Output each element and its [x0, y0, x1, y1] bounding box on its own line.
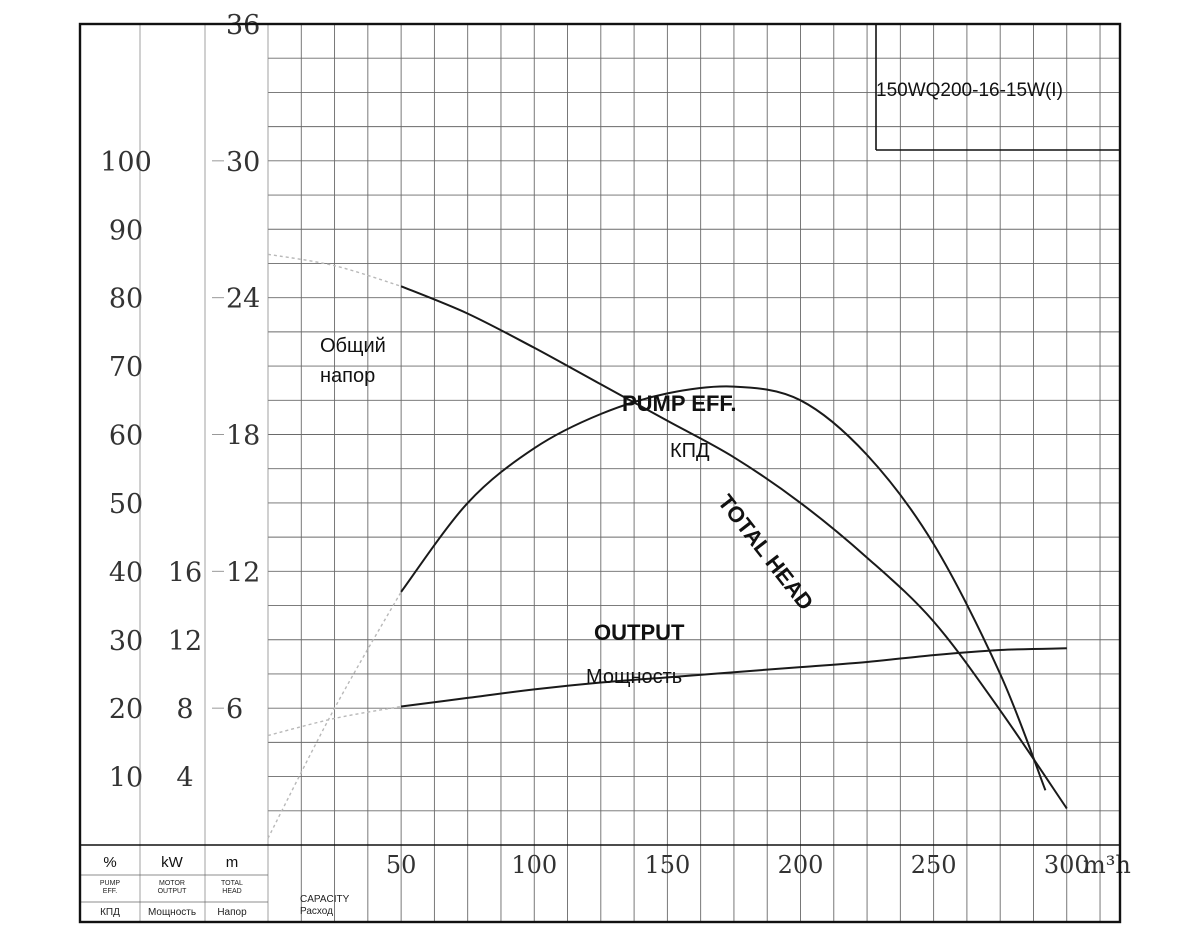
series-line-dashed — [267, 705, 402, 737]
axis-name-en: MOTOR — [159, 880, 185, 887]
x-tick-label: 250 — [911, 851, 957, 879]
x-tick-label: 50 — [386, 851, 417, 879]
series-line-dashed — [267, 591, 402, 839]
head-tick-label: 12 — [226, 557, 260, 588]
series-label-ru: напор — [320, 365, 375, 387]
eff-tick-label: 10 — [109, 763, 143, 794]
axis-name-en: EFF. — [103, 888, 117, 895]
axis-name-ru: Мощность — [148, 907, 196, 918]
eff-tick-label: 20 — [109, 694, 143, 725]
power-tick-label: 12 — [168, 626, 202, 657]
head-tick-label: 6 — [226, 694, 243, 725]
series-line — [400, 285, 1068, 810]
series-line — [400, 385, 1047, 791]
x-tick-label: 300 — [1044, 851, 1090, 879]
head-tick-label: 18 — [226, 421, 260, 452]
head-tick-label: 36 — [226, 10, 260, 41]
series-line — [400, 647, 1067, 708]
axis-unit-label: % — [103, 854, 116, 871]
eff-tick-label: 70 — [109, 352, 143, 383]
head-tick-label: 24 — [226, 284, 260, 315]
axis-name-en: PUMP — [100, 880, 121, 887]
axis-name-en: HEAD — [222, 888, 241, 895]
eff-tick-label: 30 — [109, 626, 143, 657]
axis-name-ru: КПД — [100, 907, 120, 918]
x-tick-label: 200 — [778, 851, 824, 879]
eff-tick-label: 90 — [109, 215, 143, 246]
x-axis-label-en: CAPACITY — [300, 894, 350, 905]
power-tick-label: 8 — [176, 694, 193, 725]
series-line-dashed — [267, 253, 402, 287]
axis-name-ru: Напор — [217, 907, 247, 918]
axis-unit-label: kW — [161, 854, 184, 871]
eff-tick-label: 100 — [100, 147, 152, 178]
series-label: OUTPUT — [594, 620, 685, 645]
chart-frame — [78, 22, 1122, 924]
series-label-ru: Общий — [320, 335, 386, 357]
axis-name-en: TOTAL — [221, 880, 243, 887]
x-axis-label-ru: Расход — [300, 906, 333, 917]
x-tick-label: 100 — [511, 851, 557, 879]
series-label-ru: Мощность — [586, 666, 682, 688]
power-tick-label: 16 — [168, 557, 202, 588]
axis-name-en: OUTPUT — [158, 888, 188, 895]
series-label: PUMP EFF. — [622, 391, 737, 416]
x-tick-label: 150 — [644, 851, 690, 879]
axis-unit-label: m — [226, 854, 239, 871]
eff-tick-label: 50 — [109, 489, 143, 520]
series-label-ru: КПД — [670, 440, 710, 462]
head-tick-label: 30 — [226, 147, 260, 178]
eff-tick-label: 40 — [109, 557, 143, 588]
eff-tick-label: 80 — [109, 284, 143, 315]
model-name: 150WQ200-16-15W(I) — [876, 80, 1063, 101]
power-tick-label: 4 — [176, 763, 193, 794]
series-label: TOTAL HEAD — [713, 490, 818, 615]
x-unit-label: m³h — [1083, 851, 1131, 879]
eff-tick-label: 60 — [109, 421, 143, 452]
